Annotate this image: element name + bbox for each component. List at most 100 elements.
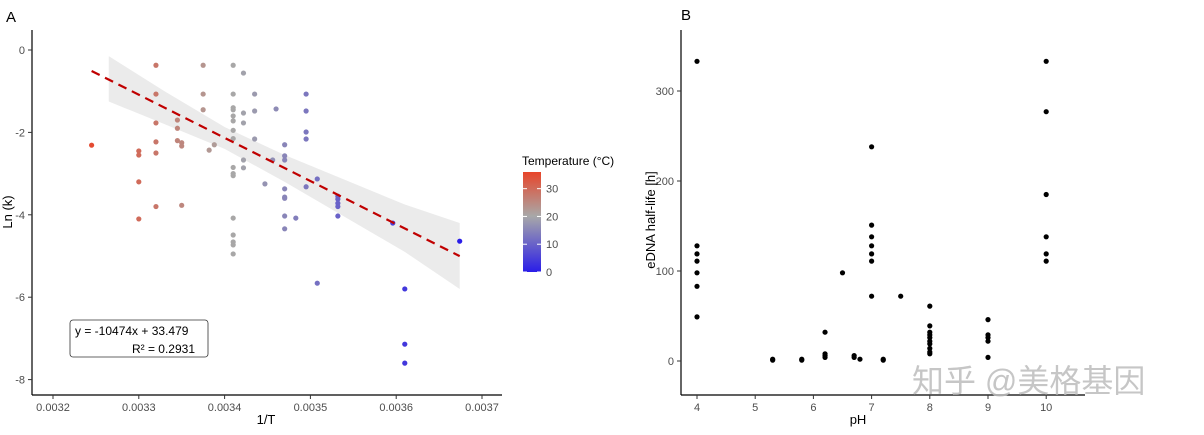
data-point bbox=[230, 113, 236, 119]
data-point bbox=[927, 323, 933, 329]
fit-line-a bbox=[91, 69, 461, 258]
data-point bbox=[240, 157, 247, 163]
data-point bbox=[927, 345, 933, 351]
data-point bbox=[927, 303, 933, 309]
data-point bbox=[179, 143, 185, 149]
data-point bbox=[89, 142, 95, 148]
data-point bbox=[694, 58, 700, 64]
panel-b-label: B bbox=[681, 7, 691, 24]
r2-text: R² = 0.2931 bbox=[132, 342, 195, 356]
data-point bbox=[869, 144, 875, 150]
x-tick-label: 5 bbox=[752, 402, 758, 414]
data-point bbox=[1043, 58, 1049, 64]
data-point bbox=[200, 107, 206, 113]
data-point bbox=[335, 213, 341, 219]
data-point bbox=[136, 148, 142, 154]
colorbar-tick-label: 10 bbox=[546, 239, 558, 251]
x-tick-label: 0.0035 bbox=[294, 402, 328, 414]
data-point bbox=[240, 70, 247, 76]
data-point bbox=[136, 179, 142, 185]
watermark: 知乎 @美格基因 bbox=[912, 363, 1145, 399]
data-point bbox=[822, 329, 828, 335]
data-point bbox=[898, 293, 904, 299]
data-point bbox=[282, 142, 288, 148]
data-point bbox=[174, 117, 181, 123]
equation-box: y = -10474x + 33.479 R² = 0.2931 bbox=[69, 319, 209, 358]
data-point bbox=[200, 62, 206, 68]
data-point bbox=[174, 125, 181, 131]
y-tick-label: 300 bbox=[656, 86, 674, 98]
data-point bbox=[136, 152, 142, 158]
data-point bbox=[335, 196, 341, 202]
data-point bbox=[282, 153, 288, 159]
x-axis-label-b: pH bbox=[850, 412, 867, 427]
data-point bbox=[230, 62, 236, 68]
data-point bbox=[694, 243, 700, 249]
data-point bbox=[303, 91, 309, 97]
data-point bbox=[303, 129, 309, 135]
data-point bbox=[230, 91, 236, 97]
x-tick-label: 0.0036 bbox=[379, 402, 413, 414]
x-ticks-b: 4 5 6 7 8 9 10 bbox=[694, 395, 1052, 414]
data-point bbox=[200, 91, 206, 97]
x-tick-label: 0.0033 bbox=[122, 402, 156, 414]
data-point bbox=[230, 127, 236, 133]
data-point bbox=[230, 173, 236, 179]
data-point bbox=[851, 354, 857, 360]
data-point bbox=[839, 270, 846, 276]
data-point bbox=[136, 216, 142, 222]
data-point bbox=[927, 341, 933, 347]
colorbar bbox=[523, 172, 541, 272]
points-b bbox=[694, 58, 1049, 363]
x-tick-label: 8 bbox=[927, 402, 933, 414]
data-point bbox=[402, 360, 408, 366]
data-point bbox=[230, 242, 236, 248]
data-point bbox=[869, 222, 875, 228]
data-point bbox=[1043, 258, 1049, 264]
data-point bbox=[694, 258, 700, 264]
data-point bbox=[293, 215, 299, 221]
data-point bbox=[869, 293, 875, 299]
x-tick-label: 0.0037 bbox=[465, 402, 499, 414]
data-point bbox=[252, 91, 258, 97]
data-point bbox=[273, 106, 279, 112]
data-point bbox=[230, 232, 236, 238]
data-point bbox=[303, 108, 309, 114]
data-point bbox=[1043, 234, 1049, 240]
data-point bbox=[822, 354, 828, 360]
data-point bbox=[230, 251, 236, 257]
data-point bbox=[799, 357, 805, 363]
points-a bbox=[89, 62, 463, 366]
colorbar-tick-label: 30 bbox=[546, 184, 558, 196]
data-point bbox=[174, 138, 181, 144]
y-tick-label: -2 bbox=[15, 127, 25, 139]
data-point bbox=[402, 286, 408, 292]
y-ticks-b: 0 100 200 300 bbox=[656, 86, 681, 368]
data-point bbox=[869, 251, 875, 257]
data-point bbox=[252, 108, 258, 114]
data-point bbox=[282, 186, 288, 192]
data-point bbox=[153, 150, 159, 156]
colorbar-tick-label: 0 bbox=[546, 267, 552, 279]
data-point bbox=[153, 62, 159, 68]
data-point bbox=[869, 258, 875, 264]
data-point bbox=[179, 202, 185, 208]
y-tick-label: 0 bbox=[668, 356, 674, 368]
data-point bbox=[211, 142, 217, 148]
data-point bbox=[230, 118, 236, 124]
colorbar-title: Temperature (°C) bbox=[522, 154, 614, 168]
data-point bbox=[927, 335, 933, 341]
data-point bbox=[314, 176, 320, 182]
data-point bbox=[282, 195, 288, 201]
data-point bbox=[282, 226, 288, 232]
data-point bbox=[1043, 251, 1049, 257]
x-tick-label: 7 bbox=[869, 402, 875, 414]
data-point bbox=[240, 165, 247, 171]
data-point bbox=[927, 351, 933, 357]
y-tick-label: -4 bbox=[15, 210, 25, 222]
x-ticks-a: 0.0032 0.0033 0.0034 0.0035 0.0036 0.0037 bbox=[36, 395, 499, 414]
data-point bbox=[240, 110, 247, 116]
data-point bbox=[880, 357, 886, 363]
y-tick-label: -6 bbox=[15, 292, 25, 304]
